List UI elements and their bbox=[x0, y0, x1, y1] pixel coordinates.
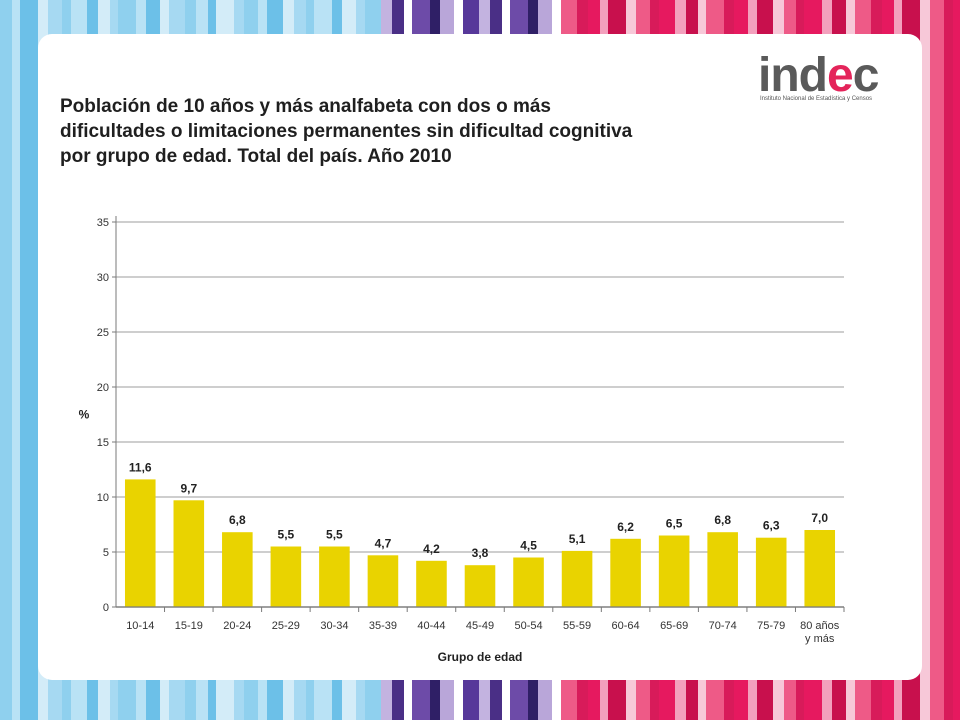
y-tick-label: 10 bbox=[97, 492, 109, 504]
bar bbox=[367, 555, 399, 607]
stripe bbox=[0, 0, 12, 720]
x-tick-label: 35-39 bbox=[369, 620, 397, 632]
y-tick-label: 35 bbox=[97, 217, 109, 229]
x-tick-label: 60-64 bbox=[612, 620, 640, 632]
x-tick-label: 20-24 bbox=[223, 620, 251, 632]
chart-title: Población de 10 años y más analfabeta co… bbox=[60, 94, 760, 169]
x-tick-label: 70-74 bbox=[709, 620, 737, 632]
bar-value-label: 6,8 bbox=[229, 513, 246, 527]
y-tick-label: 30 bbox=[97, 272, 109, 284]
y-tick-label: 20 bbox=[97, 382, 109, 394]
bar bbox=[804, 530, 836, 607]
stripe bbox=[930, 0, 944, 720]
y-axis-label: % bbox=[79, 408, 90, 422]
title-line: Población de 10 años y más analfabeta co… bbox=[60, 96, 551, 117]
bar bbox=[610, 538, 641, 607]
bar-value-label: 11,6 bbox=[129, 460, 152, 474]
bar bbox=[173, 500, 205, 607]
y-tick-label: 0 bbox=[103, 602, 109, 614]
x-tick-label: 65-69 bbox=[660, 620, 688, 632]
x-tick-label: y más bbox=[805, 633, 835, 645]
bar-value-label: 4,5 bbox=[520, 539, 537, 553]
bar-value-label: 5,1 bbox=[569, 532, 586, 546]
bar-value-label: 6,2 bbox=[617, 520, 634, 534]
x-tick-label: 50-54 bbox=[514, 620, 542, 632]
title-line: por grupo de edad. Total del país. Año 2… bbox=[60, 146, 452, 167]
bar bbox=[755, 537, 787, 607]
bar-value-label: 5,5 bbox=[326, 528, 343, 542]
bar bbox=[707, 532, 738, 607]
x-tick-label: 15-19 bbox=[175, 620, 203, 632]
x-tick-label: 30-34 bbox=[320, 620, 348, 632]
bar-value-label: 7,0 bbox=[811, 511, 828, 525]
x-tick-label: 25-29 bbox=[272, 620, 300, 632]
bar bbox=[561, 550, 593, 607]
bar bbox=[124, 479, 156, 607]
bar bbox=[464, 565, 496, 607]
x-tick-label: 80 años bbox=[800, 620, 840, 632]
x-tick-label: 40-44 bbox=[417, 620, 445, 632]
bar bbox=[658, 535, 690, 607]
logo-wordmark: indec bbox=[758, 49, 879, 102]
logo-subtitle: Instituto Nacional de Estadística y Cens… bbox=[760, 96, 873, 102]
bar-value-label: 4,2 bbox=[423, 542, 440, 556]
bar bbox=[319, 546, 350, 607]
x-tick-label: 45-49 bbox=[466, 620, 494, 632]
stripe bbox=[953, 0, 960, 720]
stripe bbox=[12, 0, 20, 720]
stripe bbox=[920, 0, 930, 720]
indec-logo: indec Instituto Nacional de Estadística … bbox=[758, 50, 892, 108]
bar-value-label: 5,5 bbox=[278, 528, 295, 542]
bar bbox=[270, 546, 302, 607]
bar-chart: 0 5 10 15 20 25 30 35% 11,6 10-14 9,7 15-19 6,8 20-24… bbox=[79, 216, 845, 664]
bar-value-label: 6,5 bbox=[666, 517, 683, 531]
bar bbox=[416, 560, 447, 607]
x-tick-label: 75-79 bbox=[757, 620, 785, 632]
y-tick-label: 25 bbox=[97, 327, 109, 339]
y-tick-label: 15 bbox=[97, 437, 109, 449]
bar-value-label: 3,8 bbox=[472, 546, 489, 560]
bar bbox=[222, 532, 253, 607]
stripe bbox=[944, 0, 953, 720]
bar-value-label: 4,7 bbox=[375, 536, 392, 550]
title-line: dificultades o limitaciones permanentes … bbox=[60, 121, 633, 142]
x-axis-label: Grupo de edad bbox=[438, 650, 523, 664]
bar-value-label: 6,8 bbox=[714, 513, 731, 527]
bar bbox=[513, 557, 544, 607]
bar-value-label: 6,3 bbox=[763, 519, 780, 533]
y-tick-label: 5 bbox=[103, 547, 109, 559]
stripe bbox=[20, 0, 38, 720]
x-tick-label: 10-14 bbox=[126, 620, 154, 632]
bar-value-label: 9,7 bbox=[180, 481, 197, 495]
x-tick-label: 55-59 bbox=[563, 620, 591, 632]
